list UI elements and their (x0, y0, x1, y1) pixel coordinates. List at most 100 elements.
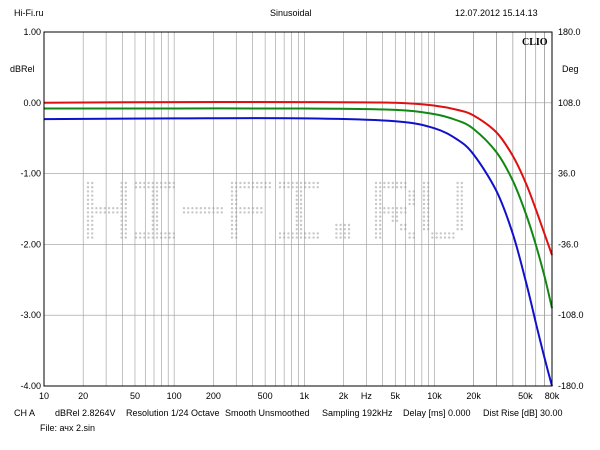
watermark-dot (116, 211, 119, 214)
watermark-dot (299, 215, 303, 218)
watermark-dot (208, 211, 211, 214)
watermark-dot (379, 215, 382, 218)
watermark-dot (239, 186, 242, 189)
watermark-dot (230, 181, 234, 185)
watermark-dot (86, 219, 90, 222)
watermark-dot (335, 223, 338, 227)
series-layer (43, 101, 553, 387)
watermark-dot (299, 181, 303, 185)
watermark-dot (278, 186, 282, 189)
watermark-dot (208, 207, 211, 210)
watermark-dot (230, 219, 234, 222)
watermark-dot (422, 186, 426, 189)
watermark-dot (391, 215, 394, 218)
watermark-dot (448, 236, 451, 239)
watermark-dot (256, 207, 259, 210)
x-tick-label: 80k (545, 391, 560, 401)
watermark-dot (124, 202, 128, 206)
watermark-dot (243, 186, 246, 189)
series-line-1 (43, 101, 553, 256)
watermark-dot (427, 207, 430, 210)
watermark-dot (391, 181, 394, 185)
watermark-dot (191, 207, 194, 210)
watermark-dot (195, 207, 198, 210)
watermark-dot (103, 207, 107, 210)
watermark-dot (91, 198, 94, 201)
watermark-dot (374, 236, 378, 239)
watermark-glyph (374, 181, 415, 239)
watermark-dot (374, 211, 378, 214)
watermark-dot (316, 186, 319, 189)
watermark-dot (456, 219, 459, 222)
measurement-datetime: 12.07.2012 15.14.13 (455, 8, 538, 18)
watermark-dot (299, 211, 303, 214)
watermark-dot (295, 194, 298, 197)
watermark-dot (400, 223, 403, 227)
watermark-dot (134, 181, 138, 185)
watermark-dot (312, 232, 315, 235)
watermark-dot (172, 236, 175, 239)
watermark-dot (299, 223, 303, 227)
watermark-dot (291, 232, 294, 235)
watermark-dot (387, 211, 390, 214)
watermark-dot (251, 211, 255, 214)
watermark-dot (199, 211, 202, 214)
watermark-dot (260, 186, 263, 189)
watermark-dot (379, 219, 382, 222)
watermark-dot (86, 207, 90, 210)
watermark-dot (408, 198, 411, 201)
watermark-dot (339, 236, 342, 239)
series-line-3 (43, 117, 553, 387)
watermark-dot (155, 219, 159, 222)
watermark-dot (431, 236, 434, 239)
watermark-dot (151, 186, 154, 189)
watermark-dot (427, 190, 430, 193)
watermark-dot (374, 181, 378, 185)
watermark-dot (168, 181, 171, 185)
watermark-dot (134, 186, 138, 189)
watermark-dot (155, 207, 159, 210)
watermark-dot (456, 181, 459, 185)
watermark-dot (395, 207, 399, 210)
watermark-dot (155, 186, 159, 189)
watermark-dot (343, 232, 346, 235)
watermark-dot (203, 211, 207, 214)
watermark-dot (91, 228, 94, 231)
watermark-dot (164, 232, 167, 235)
watermark-dot (460, 207, 463, 210)
watermark-dot (107, 211, 111, 214)
watermark-dot (243, 211, 246, 214)
watermark-dot (347, 223, 351, 227)
watermark-dot (86, 228, 90, 231)
watermark-dot (155, 181, 159, 185)
watermark-dot (408, 194, 411, 197)
watermark-dot (422, 207, 426, 210)
watermark-dot (172, 232, 175, 235)
watermark-dot (295, 186, 298, 189)
watermark-dot (91, 202, 94, 206)
x-tick-label: 10 (39, 391, 49, 401)
watermark-dot (230, 207, 234, 210)
watermark-dot (316, 181, 319, 185)
watermark-dot (147, 186, 150, 189)
watermark-dot (182, 207, 186, 210)
x-tick-label: 50 (130, 391, 140, 401)
watermark-dot (247, 211, 250, 214)
watermark-dot (422, 194, 426, 197)
watermark-dot (86, 186, 90, 189)
watermark-dot (164, 181, 167, 185)
site-name: Hi-Fi.ru (14, 8, 44, 18)
series-line-2 (44, 107, 553, 309)
grid (44, 32, 552, 386)
watermark-dot (299, 194, 303, 197)
watermark-dot (134, 232, 138, 235)
watermark-dot (260, 211, 263, 214)
watermark-dot (139, 181, 142, 185)
watermark-dot (456, 228, 459, 231)
x-tick-label: 1k (300, 391, 310, 401)
watermark-dot (443, 236, 447, 239)
watermark-dot (124, 215, 128, 218)
watermark-dot (408, 232, 411, 235)
watermark-dot (379, 207, 382, 210)
